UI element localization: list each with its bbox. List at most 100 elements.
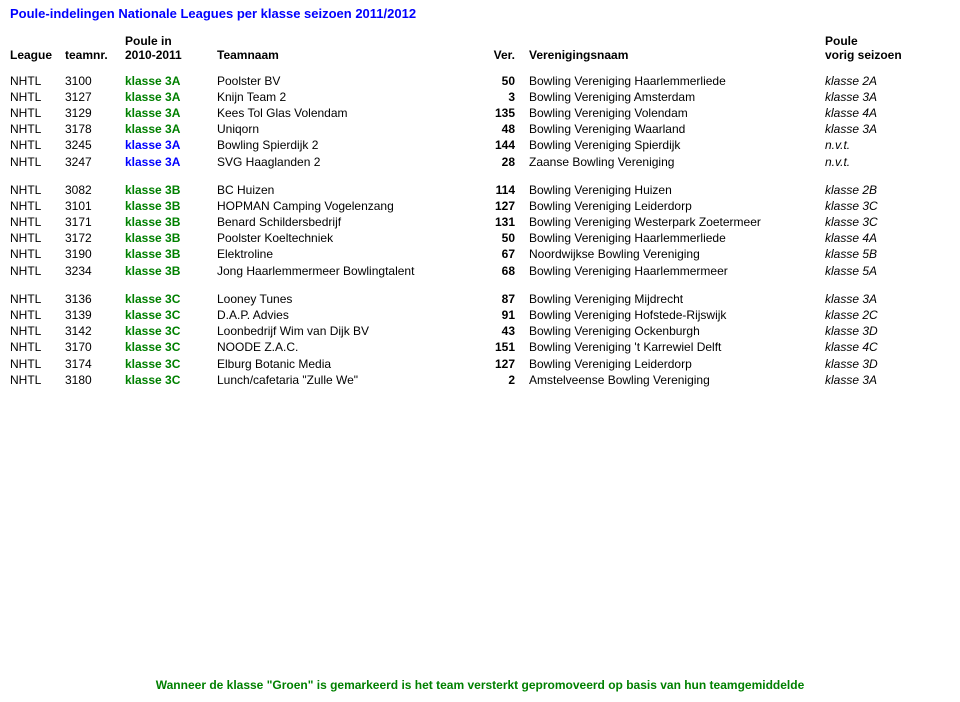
table-row: NHTL3180klasse 3CLunch/cafetaria "Zulle … [10,372,950,388]
table-row: NHTL3172klasse 3BPoolster Koeltechniek50… [10,230,950,246]
cell-teamnr: 3129 [65,105,125,121]
cell-league: NHTL [10,339,65,355]
cell-teamnaam: D.A.P. Advies [217,307,475,323]
cell-klasse: klasse 3C [125,372,217,388]
header-poule-top: Poule [825,35,945,49]
header-poule-vorig: Poule vorig seizoen [825,35,945,63]
cell-teamnaam: Poolster BV [217,73,475,89]
table-row: NHTL3101klasse 3BHOPMAN Camping Vogelenz… [10,198,950,214]
cell-league: NHTL [10,291,65,307]
cell-verenigingsnaam: Bowling Vereniging Haarlemmermeer [515,263,825,279]
cell-ver-number: 91 [475,307,515,323]
cell-league: NHTL [10,323,65,339]
cell-ver-number: 50 [475,73,515,89]
cell-teamnr: 3170 [65,339,125,355]
table-row: NHTL3234klasse 3BJong Haarlemmermeer Bow… [10,263,950,279]
cell-klasse: klasse 3A [125,89,217,105]
cell-league: NHTL [10,154,65,170]
cell-teamnr: 3142 [65,323,125,339]
cell-teamnr: 3101 [65,198,125,214]
cell-league: NHTL [10,105,65,121]
cell-league: NHTL [10,121,65,137]
cell-ver-number: 43 [475,323,515,339]
cell-verenigingsnaam: Noordwijkse Bowling Vereniging [515,246,825,262]
table-row: NHTL3139klasse 3CD.A.P. Advies91Bowling … [10,307,950,323]
cell-teamnr: 3100 [65,73,125,89]
cell-poule-vorig: klasse 2C [825,307,945,323]
header-ver: Ver. [475,35,515,63]
cell-teamnaam: HOPMAN Camping Vogelenzang [217,198,475,214]
cell-klasse: klasse 3B [125,214,217,230]
cell-teamnr: 3190 [65,246,125,262]
cell-verenigingsnaam: Bowling Vereniging Haarlemmerliede [515,73,825,89]
cell-klasse: klasse 3B [125,246,217,262]
cell-verenigingsnaam: Amstelveense Bowling Vereniging [515,372,825,388]
cell-league: NHTL [10,198,65,214]
cell-poule-vorig: klasse 3C [825,214,945,230]
cell-klasse: klasse 3B [125,182,217,198]
cell-verenigingsnaam: Zaanse Bowling Vereniging [515,154,825,170]
cell-klasse: klasse 3A [125,73,217,89]
cell-poule-vorig: klasse 5B [825,246,945,262]
cell-teamnr: 3180 [65,372,125,388]
cell-verenigingsnaam: Bowling Vereniging Spierdijk [515,137,825,153]
table-row: NHTL3082klasse 3BBC Huizen114Bowling Ver… [10,182,950,198]
cell-teamnr: 3171 [65,214,125,230]
cell-teamnaam: Loonbedrijf Wim van Dijk BV [217,323,475,339]
cell-teamnaam: Poolster Koeltechniek [217,230,475,246]
cell-league: NHTL [10,372,65,388]
cell-klasse: klasse 3A [125,121,217,137]
cell-ver-number: 127 [475,356,515,372]
cell-ver-number: 2 [475,372,515,388]
cell-poule-vorig: klasse 3D [825,323,945,339]
cell-poule-vorig: klasse 4A [825,105,945,121]
table-section: NHTL3136klasse 3CLooney Tunes87Bowling V… [10,291,950,388]
table-row: NHTL3170klasse 3CNOODE Z.A.C.151Bowling … [10,339,950,355]
header-vernaam-label: Verenigingsnaam [529,49,825,63]
cell-verenigingsnaam: Bowling Vereniging Westerpark Zoetermeer [515,214,825,230]
table-section: NHTL3082klasse 3BBC Huizen114Bowling Ver… [10,182,950,279]
cell-poule-vorig: n.v.t. [825,154,945,170]
cell-klasse: klasse 3C [125,291,217,307]
cell-teamnr: 3172 [65,230,125,246]
cell-verenigingsnaam: Bowling Vereniging Huizen [515,182,825,198]
cell-verenigingsnaam: Bowling Vereniging Mijdrecht [515,291,825,307]
cell-poule-vorig: klasse 5A [825,263,945,279]
cell-ver-number: 28 [475,154,515,170]
cell-klasse: klasse 3C [125,356,217,372]
cell-ver-number: 135 [475,105,515,121]
cell-verenigingsnaam: Bowling Vereniging Leiderdorp [515,198,825,214]
cell-poule-vorig: klasse 3A [825,121,945,137]
cell-ver-number: 114 [475,182,515,198]
cell-ver-number: 50 [475,230,515,246]
cell-poule-vorig: n.v.t. [825,137,945,153]
cell-teamnr: 3247 [65,154,125,170]
cell-poule-vorig: klasse 3A [825,372,945,388]
header-teamnr-label: teamnr. [65,49,125,63]
cell-verenigingsnaam: Bowling Vereniging Leiderdorp [515,356,825,372]
table-row: NHTL3178klasse 3AUniqorn48Bowling Vereni… [10,121,950,137]
cell-verenigingsnaam: Bowling Vereniging Hofstede-Rijswijk [515,307,825,323]
cell-klasse: klasse 3C [125,323,217,339]
table-row: NHTL3127klasse 3AKnijn Team 23Bowling Ve… [10,89,950,105]
cell-ver-number: 127 [475,198,515,214]
header-league-label: League [10,49,65,63]
header-teamnaam: Teamnaam [217,35,475,63]
cell-klasse: klasse 3A [125,105,217,121]
cell-teamnr: 3174 [65,356,125,372]
table-row: NHTL3129klasse 3AKees Tol Glas Volendam1… [10,105,950,121]
cell-poule-vorig: klasse 3C [825,198,945,214]
header-ver-label: Ver. [475,49,515,63]
cell-ver-number: 3 [475,89,515,105]
cell-klasse: klasse 3B [125,263,217,279]
header-teamnaam-label: Teamnaam [217,49,475,63]
header-poule-bottom: vorig seizoen [825,49,945,63]
cell-teamnaam: Knijn Team 2 [217,89,475,105]
cell-teamnaam: Bowling Spierdijk 2 [217,137,475,153]
cell-klasse: klasse 3B [125,198,217,214]
cell-teamnr: 3136 [65,291,125,307]
cell-verenigingsnaam: Bowling Vereniging Waarland [515,121,825,137]
cell-league: NHTL [10,230,65,246]
cell-league: NHTL [10,137,65,153]
cell-klasse: klasse 3C [125,307,217,323]
